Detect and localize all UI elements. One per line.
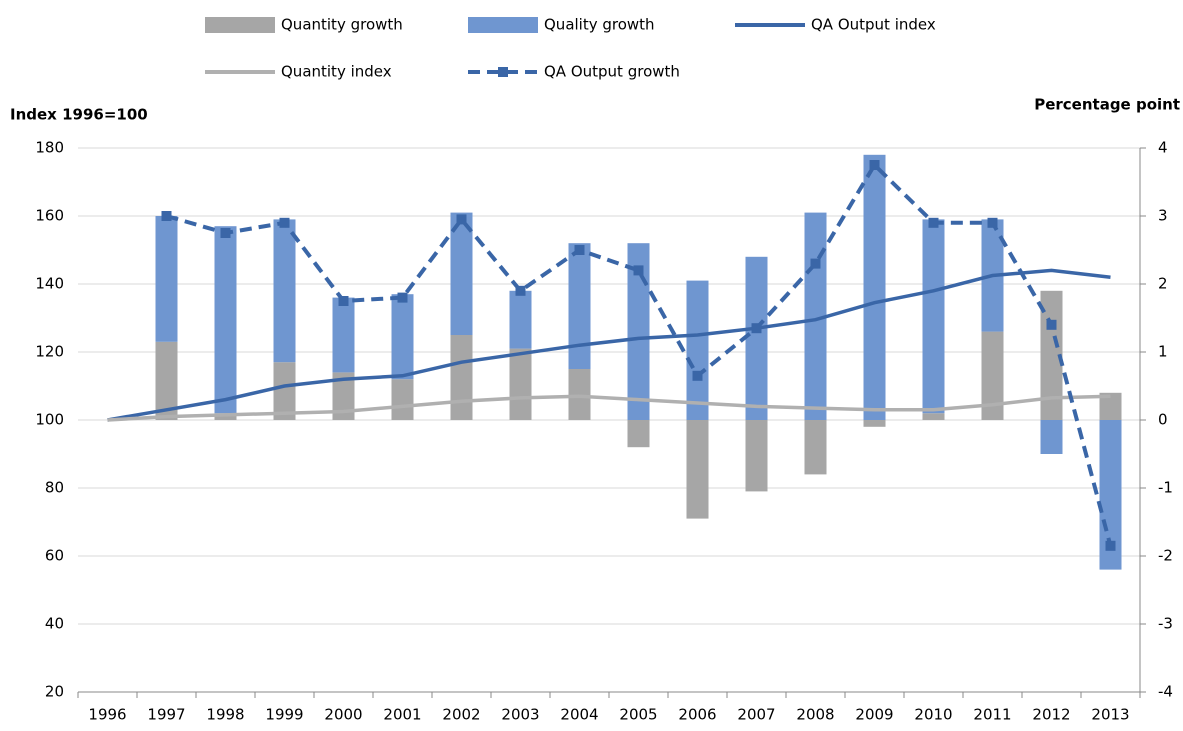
marker xyxy=(574,245,585,255)
bar xyxy=(863,420,886,427)
y2-tick-label: 3 xyxy=(1158,207,1168,225)
x-tick-label: 2007 xyxy=(737,706,775,724)
y2-tick-label: -2 xyxy=(1158,547,1173,565)
y-tick-label: 160 xyxy=(35,207,64,225)
x-tick-label: 1999 xyxy=(265,706,303,724)
x-tick-label: 1998 xyxy=(206,706,244,724)
y-tick-label: 60 xyxy=(45,547,64,565)
legend-label: Quantity growth xyxy=(281,16,403,34)
x-tick-label: 2013 xyxy=(1091,706,1129,724)
x-tick-label: 2002 xyxy=(442,706,480,724)
legend-swatch xyxy=(205,17,275,33)
bar xyxy=(273,362,296,420)
x-tick-label: 2012 xyxy=(1032,706,1070,724)
x-tick-label: 2010 xyxy=(914,706,952,724)
legend-label: QA Output index xyxy=(811,16,936,34)
bar xyxy=(450,212,473,335)
marker xyxy=(928,217,939,228)
y-tick-label: 180 xyxy=(35,139,64,157)
y-axis-label: Index 1996=100 xyxy=(10,106,148,124)
marker xyxy=(161,211,172,221)
line xyxy=(107,394,1111,422)
y2-tick-label: -4 xyxy=(1158,683,1173,701)
bar xyxy=(332,297,355,373)
y2-tick-label: -3 xyxy=(1158,615,1173,633)
y2-tick-label: 2 xyxy=(1158,275,1168,293)
marker xyxy=(279,217,290,228)
bar xyxy=(804,212,827,420)
bar xyxy=(1040,420,1063,454)
bar xyxy=(981,331,1004,420)
y-tick-label: 80 xyxy=(45,479,64,497)
legend-label: QA Output growth xyxy=(544,63,680,81)
line xyxy=(107,268,1111,422)
y-tick-label: 20 xyxy=(45,683,64,701)
bar xyxy=(450,335,473,420)
bar xyxy=(155,341,178,420)
bar xyxy=(332,372,355,420)
bar xyxy=(627,420,650,448)
y-tick-label: 120 xyxy=(35,343,64,361)
x-tick-label: 2005 xyxy=(619,706,657,724)
bar xyxy=(745,420,768,492)
bar xyxy=(1040,290,1063,420)
bar xyxy=(155,216,178,342)
marker xyxy=(987,217,998,228)
x-tick-label: 2001 xyxy=(383,706,421,724)
bar xyxy=(1099,392,1122,420)
marker xyxy=(692,370,703,381)
x-tick-label: 2003 xyxy=(501,706,539,724)
bar xyxy=(391,379,414,420)
legend-label: Quantity index xyxy=(281,63,392,81)
bar xyxy=(686,280,709,420)
x-tick-label: 1997 xyxy=(147,706,185,724)
y2-tick-label: 0 xyxy=(1158,411,1168,429)
marker xyxy=(1046,319,1057,330)
y2-tick-label: 4 xyxy=(1158,139,1168,157)
y2-tick-label: -1 xyxy=(1158,479,1173,497)
marker xyxy=(751,323,762,334)
bar xyxy=(391,294,414,380)
legend-swatch xyxy=(468,17,538,33)
x-tick-label: 2004 xyxy=(560,706,598,724)
marker xyxy=(810,258,821,269)
x-tick-label: 2000 xyxy=(324,706,362,724)
x-tick-label: 1996 xyxy=(88,706,126,724)
x-tick-label: 2008 xyxy=(796,706,834,724)
y-tick-label: 140 xyxy=(35,275,64,293)
legend-marker xyxy=(498,67,508,77)
marker xyxy=(220,228,231,238)
marker xyxy=(869,160,880,170)
x-tick-label: 2006 xyxy=(678,706,716,724)
y-tick-label: 100 xyxy=(35,411,64,429)
marker xyxy=(1105,540,1116,551)
marker xyxy=(397,292,408,303)
bar xyxy=(509,348,532,420)
y-tick-label: 40 xyxy=(45,615,64,633)
marker xyxy=(515,285,526,296)
bar xyxy=(922,219,945,414)
x-tick-label: 2011 xyxy=(973,706,1011,724)
bar xyxy=(686,420,709,519)
bar xyxy=(922,413,945,420)
bar xyxy=(273,219,296,363)
bar xyxy=(1099,420,1122,570)
bar xyxy=(804,420,827,475)
bar xyxy=(745,256,768,420)
legend-label: Quality growth xyxy=(544,16,655,34)
bar xyxy=(568,243,591,369)
bar xyxy=(214,226,237,414)
line xyxy=(165,161,1113,547)
bar xyxy=(509,290,532,349)
x-tick-label: 2009 xyxy=(855,706,893,724)
marker xyxy=(633,265,644,276)
bar xyxy=(627,243,650,420)
y2-axis-label: Percentage point xyxy=(1034,96,1180,114)
y2-tick-label: 1 xyxy=(1158,343,1168,361)
bar xyxy=(863,154,886,421)
marker xyxy=(338,296,349,306)
marker xyxy=(456,214,467,225)
